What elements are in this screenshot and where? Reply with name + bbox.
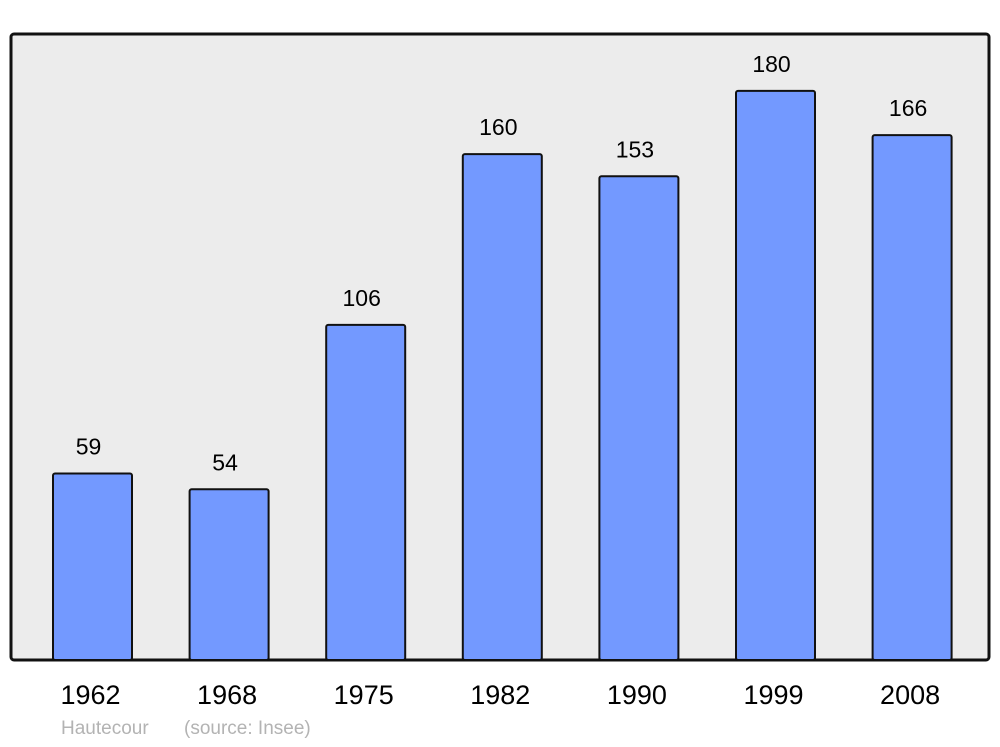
bar-1982: [461, 153, 543, 661]
bar-1990: [598, 175, 680, 661]
bar-2008: [871, 134, 953, 662]
bar-1962: [52, 472, 133, 662]
x-tick-label-2008: 2008: [880, 680, 940, 710]
data-label-1968: 54: [212, 449, 238, 475]
x-tick-label-1990: 1990: [607, 680, 667, 710]
x-tick-label-1999: 1999: [743, 680, 803, 710]
x-tick-label-1962: 1962: [60, 680, 120, 710]
x-tick-label-1975: 1975: [334, 680, 394, 710]
bar-1999: [735, 89, 816, 661]
bar-1968: [188, 488, 270, 662]
data-label-1975: 106: [343, 285, 381, 311]
source-label: (source: Insee): [184, 718, 311, 739]
data-label-1990: 153: [616, 136, 654, 162]
bar-1975: [325, 323, 407, 661]
x-tick-label-1982: 1982: [470, 680, 530, 710]
data-label-2008: 166: [889, 95, 927, 121]
x-tick-label-1968: 1968: [197, 680, 257, 710]
data-label-1999: 180: [752, 51, 790, 77]
place-label: Hautecour: [61, 718, 149, 739]
data-label-1982: 160: [479, 114, 517, 140]
data-label-1962: 59: [76, 433, 102, 459]
